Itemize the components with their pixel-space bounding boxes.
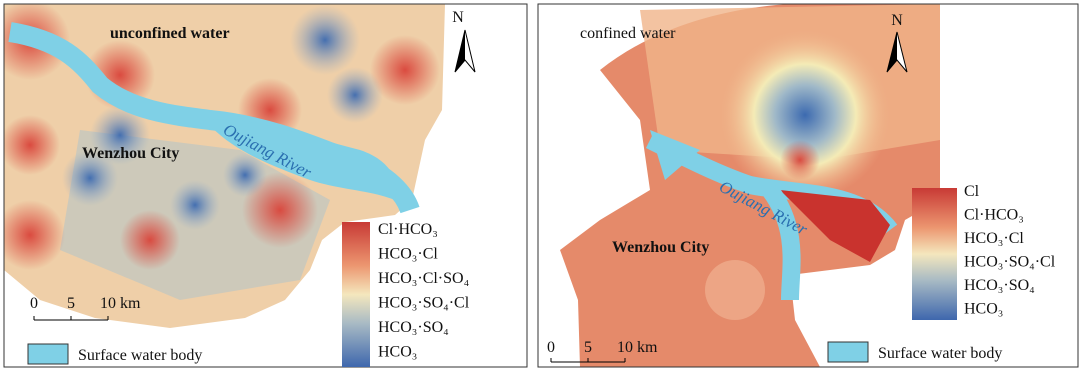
blob bbox=[780, 140, 820, 180]
water-legend: Surface water body bbox=[78, 347, 202, 364]
legend-label: HCO₃·SO₄·Cl bbox=[378, 295, 470, 312]
legend-label: HCO₃·Cl·SO₄ bbox=[378, 270, 470, 287]
north-label: N bbox=[452, 9, 464, 26]
north-label: N bbox=[891, 12, 903, 29]
scale-label: 5 bbox=[584, 339, 592, 356]
scale-label: 10 km bbox=[617, 339, 658, 356]
legend-label: HCO₃ bbox=[964, 301, 1003, 318]
legend-label: HCO₃·SO₄ bbox=[964, 277, 1035, 294]
legend: Cl Cl·HCO₃ HCO₃·Cl HCO₃·SO₄·Cl HCO₃·SO₄ HCO₃ bbox=[964, 183, 1056, 318]
water-swatch bbox=[28, 344, 68, 364]
scale-label: 5 bbox=[67, 295, 75, 312]
city-label: Wenzhou City bbox=[612, 239, 709, 256]
blob bbox=[705, 260, 765, 320]
legend: Cl·HCO₃ HCO₃·Cl HCO₃·Cl·SO₄ HCO₃·SO₄·Cl HCO₃… bbox=[378, 221, 470, 361]
legend-label: Cl·HCO₃ bbox=[964, 207, 1024, 224]
color-bar bbox=[342, 222, 370, 367]
panel-confined bbox=[560, 4, 940, 367]
legend-label: HCO₃ bbox=[378, 344, 417, 361]
title: confined water bbox=[580, 25, 676, 42]
legend-label: HCO₃·SO₄ bbox=[378, 319, 449, 336]
legend-label: HCO₃·Cl bbox=[378, 246, 438, 263]
legend-label: HCO₃·Cl bbox=[964, 230, 1024, 247]
city-label: Wenzhou City bbox=[82, 145, 179, 162]
legend-label: HCO₃·SO₄·Cl bbox=[964, 254, 1056, 271]
title: unconfined water bbox=[110, 25, 230, 42]
scale-label: 0 bbox=[547, 339, 555, 356]
legend-label: Cl·HCO₃ bbox=[378, 221, 438, 238]
legend-label: Cl bbox=[964, 183, 980, 200]
water-legend: Surface water body bbox=[878, 345, 1002, 362]
water-swatch bbox=[828, 342, 868, 362]
scale-label: 10 km bbox=[100, 295, 141, 312]
color-bar bbox=[912, 188, 957, 320]
scale-label: 0 bbox=[30, 295, 38, 312]
figure: unconfined water Wenzhou City Oujiang Ri… bbox=[0, 0, 1080, 369]
